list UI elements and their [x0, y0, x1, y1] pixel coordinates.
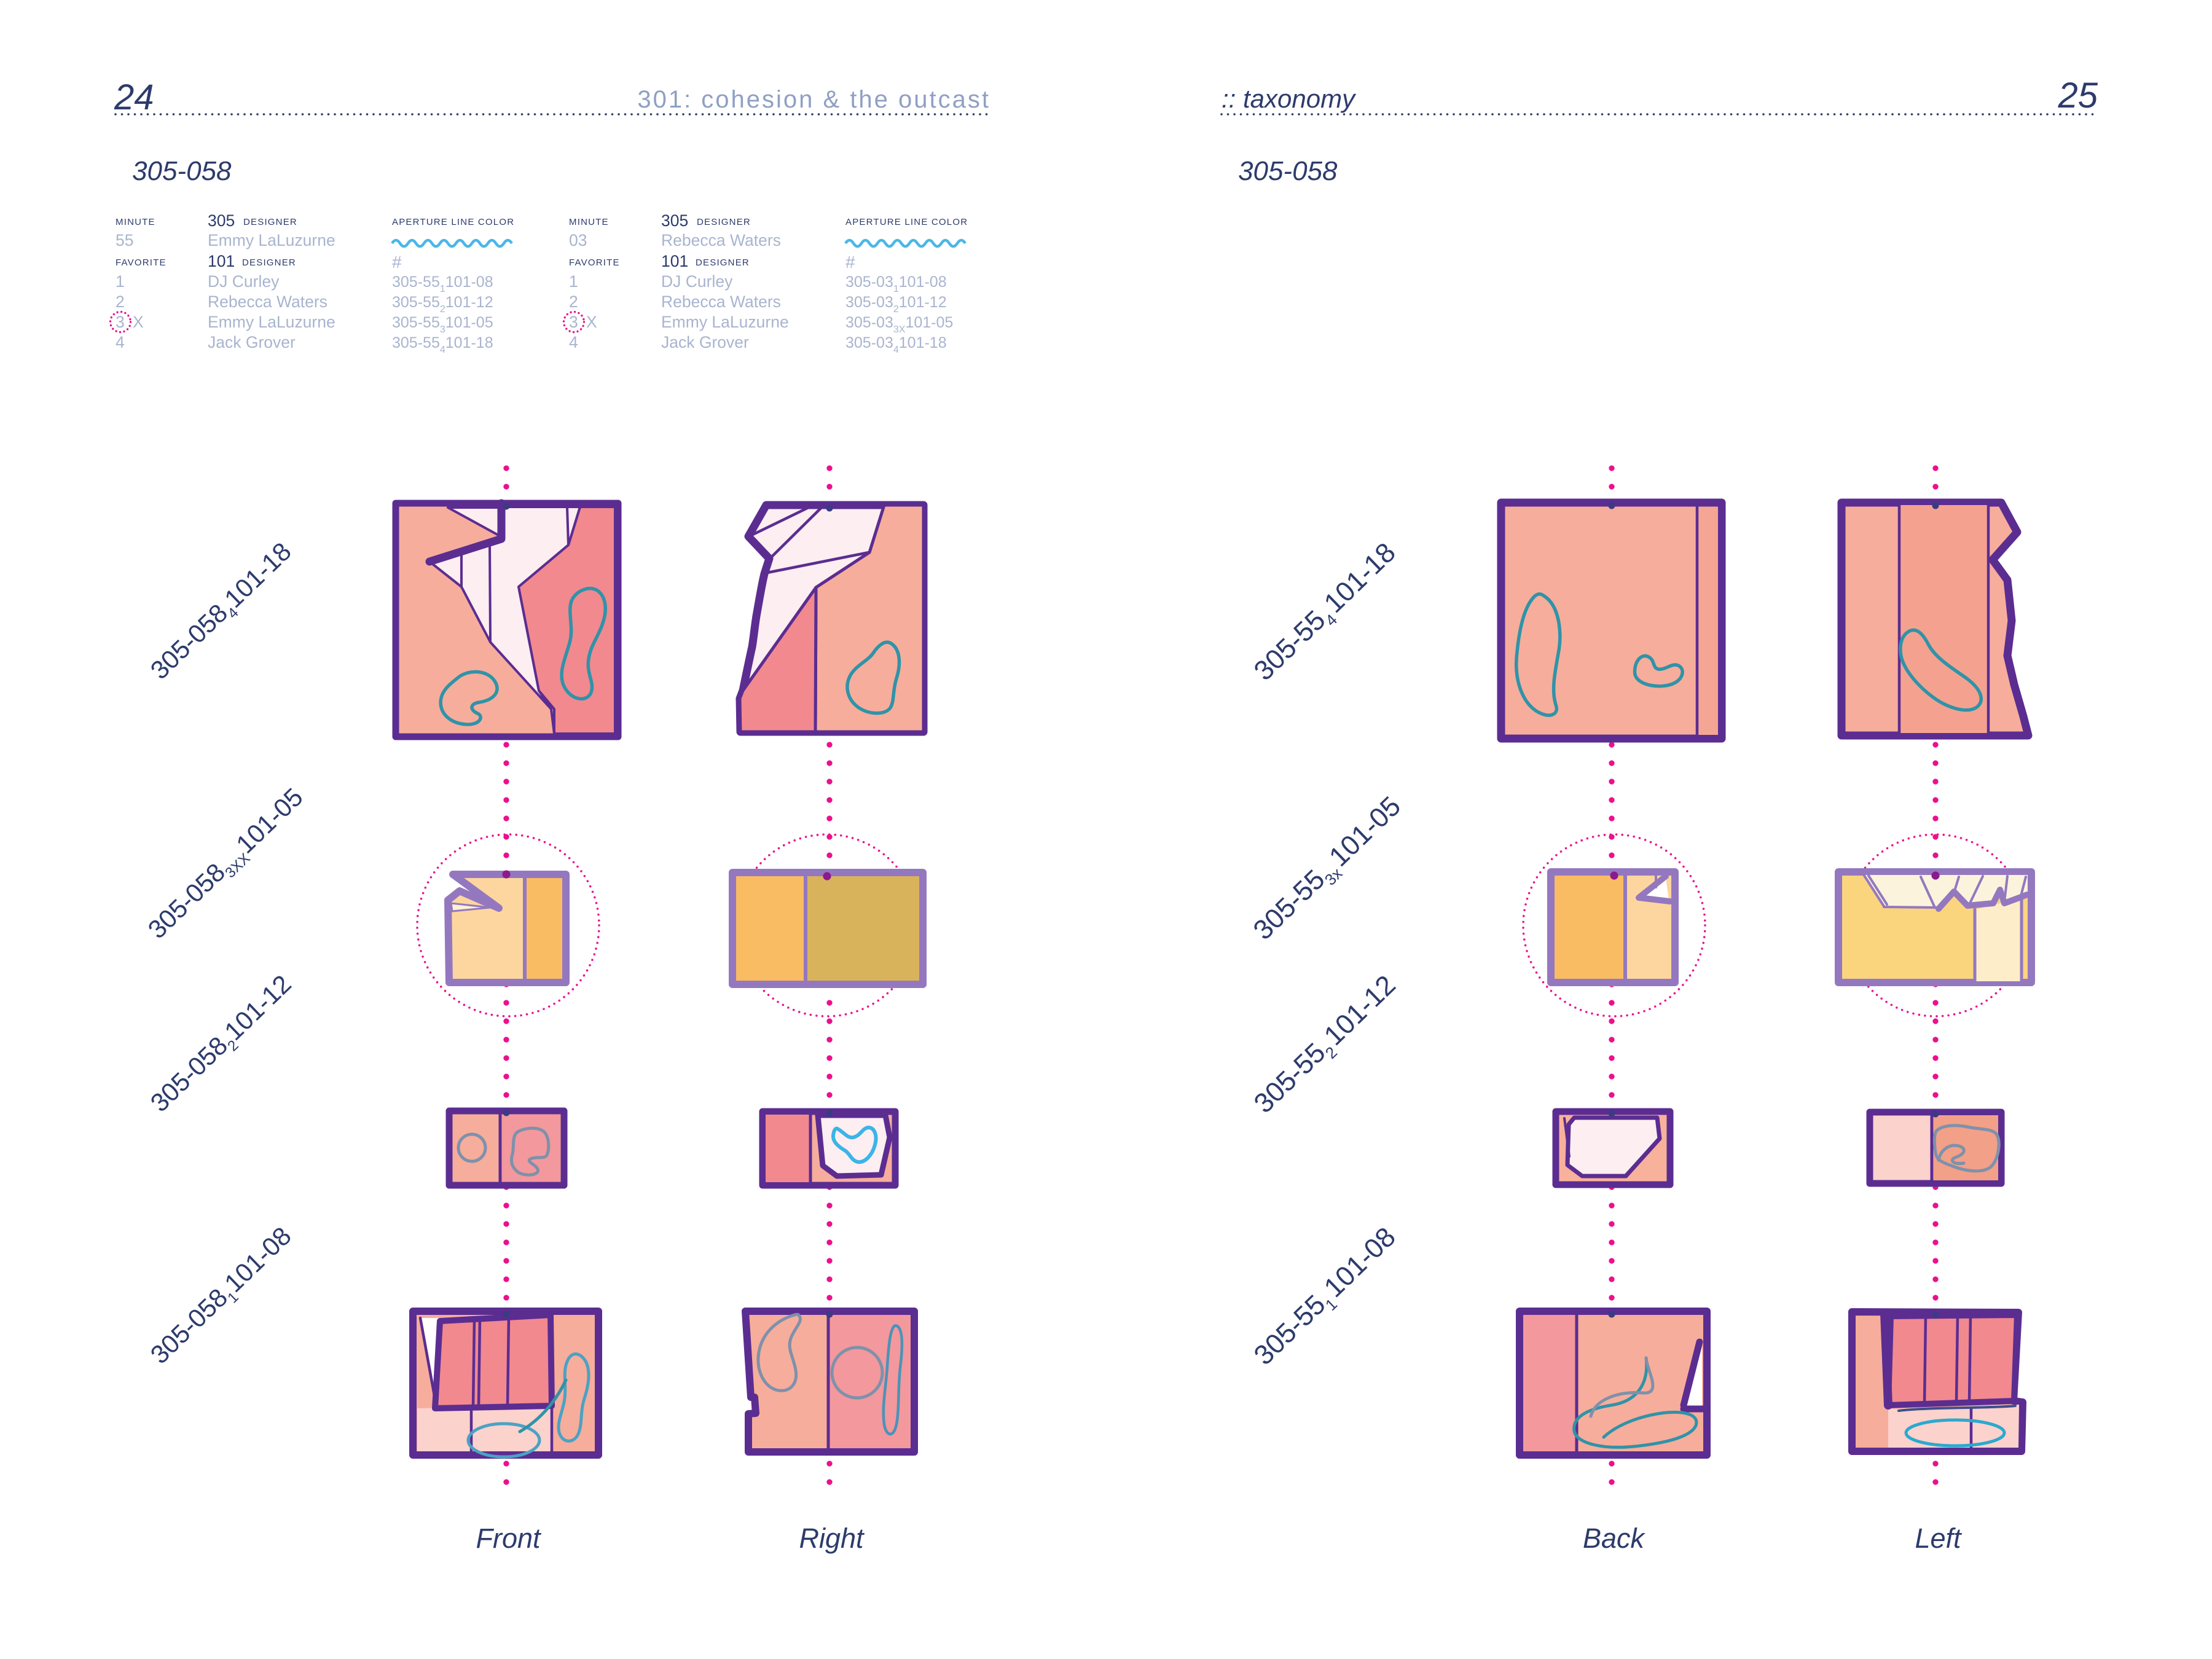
svg-text:305-552101-12: 305-552101-12: [1248, 969, 1405, 1122]
svg-text:3: 3: [569, 313, 578, 331]
svg-text:Rebecca Waters: Rebecca Waters: [208, 292, 327, 311]
svg-text:305: 305: [208, 211, 235, 230]
svg-text:101: 101: [208, 252, 235, 270]
svg-text:Left: Left: [1915, 1523, 1963, 1554]
svg-text:MINUTE: MINUTE: [116, 217, 155, 227]
svg-text:#: #: [845, 253, 855, 272]
svg-text:305-034101-18: 305-034101-18: [845, 334, 947, 355]
svg-text:55: 55: [116, 231, 133, 249]
svg-text:DESIGNER: DESIGNER: [243, 217, 297, 227]
svg-text:3: 3: [116, 313, 125, 331]
svg-text:305-554101-18: 305-554101-18: [392, 334, 493, 355]
svg-text:03: 03: [569, 231, 587, 249]
svg-text:Back: Back: [1583, 1523, 1646, 1554]
svg-text:Emmy LaLuzurne: Emmy LaLuzurne: [208, 231, 335, 249]
svg-text:2: 2: [569, 292, 578, 311]
svg-text:APERTURE LINE COLOR: APERTURE LINE COLOR: [392, 217, 514, 227]
svg-text:305-031101-08: 305-031101-08: [845, 273, 947, 294]
svg-text:25: 25: [2057, 76, 2098, 116]
svg-text:305-553x101-05: 305-553x101-05: [1247, 790, 1410, 949]
svg-text:Rebecca Waters: Rebecca Waters: [661, 231, 781, 249]
svg-text:301: cohesion & the outcast: 301: cohesion & the outcast: [637, 86, 990, 113]
svg-text:305-058: 305-058: [1238, 156, 1338, 186]
svg-text:305-058: 305-058: [132, 156, 232, 186]
svg-text:305-554101-18: 305-554101-18: [1248, 536, 1405, 689]
svg-text:24: 24: [114, 77, 154, 117]
svg-text:FAVORITE: FAVORITE: [569, 257, 620, 268]
svg-text:305: 305: [661, 211, 688, 230]
svg-text:APERTURE LINE COLOR: APERTURE LINE COLOR: [845, 217, 968, 227]
svg-text:305-0582101-12: 305-0582101-12: [145, 969, 300, 1120]
svg-text:305-551101-08: 305-551101-08: [392, 273, 493, 294]
svg-text:Emmy LaLuzurne: Emmy LaLuzurne: [208, 313, 335, 331]
svg-text:Jack Grover: Jack Grover: [208, 333, 296, 351]
svg-text:305-551101-08: 305-551101-08: [1248, 1221, 1405, 1374]
svg-text:Right: Right: [799, 1523, 865, 1554]
svg-text:1: 1: [116, 272, 125, 291]
svg-text::: taxonomy: :: taxonomy: [1222, 84, 1357, 113]
svg-text:DESIGNER: DESIGNER: [697, 217, 751, 227]
svg-text:4: 4: [569, 333, 578, 351]
svg-text:X: X: [586, 313, 597, 331]
svg-text:FAVORITE: FAVORITE: [116, 257, 167, 268]
svg-text:305-552101-12: 305-552101-12: [392, 294, 493, 315]
svg-text:Rebecca Waters: Rebecca Waters: [661, 292, 781, 311]
svg-text:#: #: [392, 253, 402, 272]
svg-text:DESIGNER: DESIGNER: [242, 257, 296, 268]
svg-text:305-0583XX101-05: 305-0583XX101-05: [143, 782, 312, 947]
svg-text:305-553101-05: 305-553101-05: [392, 314, 493, 335]
svg-text:1: 1: [569, 272, 578, 291]
svg-text:Jack Grover: Jack Grover: [661, 333, 749, 351]
svg-text:Front: Front: [476, 1523, 542, 1554]
svg-text:DJ Curley: DJ Curley: [661, 272, 733, 291]
svg-text:305-0581101-08: 305-0581101-08: [145, 1221, 300, 1372]
svg-text:4: 4: [116, 333, 125, 351]
svg-text:305-0584101-18: 305-0584101-18: [145, 536, 300, 688]
svg-text:305-032101-12: 305-032101-12: [845, 294, 947, 315]
svg-text:DESIGNER: DESIGNER: [696, 257, 750, 268]
svg-text:DJ Curley: DJ Curley: [208, 272, 280, 291]
svg-text:X: X: [133, 313, 144, 331]
svg-text:305-033X101-05: 305-033X101-05: [845, 314, 953, 335]
svg-text:MINUTE: MINUTE: [569, 217, 609, 227]
svg-text:101: 101: [661, 252, 688, 270]
svg-text:Emmy LaLuzurne: Emmy LaLuzurne: [661, 313, 789, 331]
svg-text:2: 2: [116, 292, 125, 311]
